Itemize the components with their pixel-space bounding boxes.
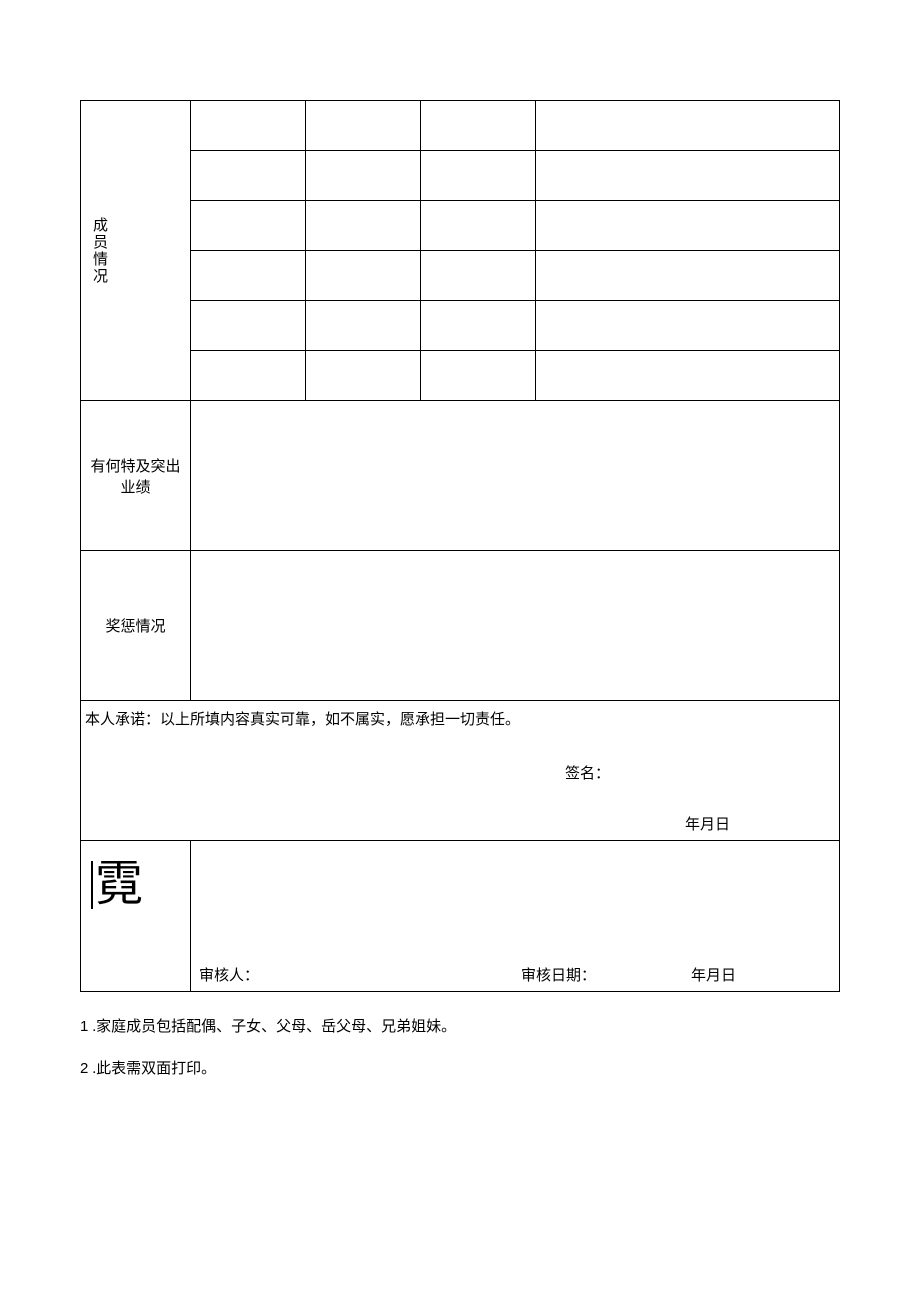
- member-cell[interactable]: [191, 151, 306, 201]
- note-2: 2.此表需双面打印。: [80, 1052, 840, 1086]
- member-cell[interactable]: [306, 201, 421, 251]
- review-section: 霓 审核人： 审核日期： 年月日: [81, 841, 840, 992]
- member-cell[interactable]: [191, 201, 306, 251]
- member-cell[interactable]: [306, 151, 421, 201]
- member-cell[interactable]: [421, 151, 536, 201]
- rewards-label-cell: 奖惩情况: [81, 551, 191, 701]
- member-cell[interactable]: [536, 251, 840, 301]
- members-label-cell: 成员情况: [81, 101, 191, 401]
- member-cell[interactable]: [421, 101, 536, 151]
- member-row-4: [81, 251, 840, 301]
- notes-section: 1.家庭成员包括配偶、子女、父母、岳父母、兄弟姐妹。 2.此表需双面打印。: [80, 1010, 840, 1086]
- review-character: 霓: [91, 861, 143, 909]
- member-cell[interactable]: [536, 201, 840, 251]
- achievements-label-cell: 有何特及突出业绩: [81, 401, 191, 551]
- note-2-number: 2: [80, 1060, 88, 1077]
- member-cell[interactable]: [536, 301, 840, 351]
- member-cell[interactable]: [306, 351, 421, 401]
- achievements-content[interactable]: [191, 401, 840, 551]
- note-1-text: .家庭成员包括配偶、子女、父母、岳父母、兄弟姐妹。: [92, 1019, 456, 1035]
- rewards-content[interactable]: [191, 551, 840, 701]
- application-form-table: 成员情况 有何特及突出业绩: [80, 100, 840, 992]
- members-label: 成员情况: [85, 209, 114, 293]
- member-cell[interactable]: [536, 351, 840, 401]
- achievements-label: 有何特及突出业绩: [90, 459, 180, 496]
- note-1: 1.家庭成员包括配偶、子女、父母、岳父母、兄弟姐妹。: [80, 1010, 840, 1044]
- member-cell[interactable]: [536, 151, 840, 201]
- commitment-text: 本人承诺：以上所填内容真实可靠，如不属实，愿承担一切责任。: [85, 708, 835, 732]
- note-2-text: .此表需双面打印。: [92, 1061, 216, 1077]
- member-cell[interactable]: [191, 351, 306, 401]
- member-cell[interactable]: [306, 101, 421, 151]
- member-cell[interactable]: [421, 301, 536, 351]
- review-date-value: 年月日: [691, 964, 736, 985]
- rewards-label: 奖惩情况: [105, 619, 165, 635]
- member-row-3: [81, 201, 840, 251]
- member-cell[interactable]: [306, 251, 421, 301]
- member-cell[interactable]: [306, 301, 421, 351]
- member-row-6: [81, 351, 840, 401]
- review-content-cell: 审核人： 审核日期： 年月日: [191, 841, 839, 991]
- member-cell[interactable]: [421, 251, 536, 301]
- commitment-date: 年月日: [685, 813, 835, 834]
- commitment-section: 本人承诺：以上所填内容真实可靠，如不属实，愿承担一切责任。 签名： 年月日: [81, 701, 840, 841]
- reviewer-label: 审核人：: [199, 964, 259, 985]
- member-row-5: [81, 301, 840, 351]
- signature-label: 签名：: [565, 762, 835, 783]
- member-row-1: 成员情况: [81, 101, 840, 151]
- member-cell[interactable]: [191, 101, 306, 151]
- member-cell[interactable]: [536, 101, 840, 151]
- member-cell[interactable]: [191, 251, 306, 301]
- member-cell[interactable]: [191, 301, 306, 351]
- note-1-number: 1: [80, 1018, 88, 1035]
- review-date-label: 审核日期：: [521, 964, 596, 985]
- member-cell[interactable]: [421, 201, 536, 251]
- member-row-2: [81, 151, 840, 201]
- member-cell[interactable]: [421, 351, 536, 401]
- review-label-cell: 霓: [81, 841, 191, 991]
